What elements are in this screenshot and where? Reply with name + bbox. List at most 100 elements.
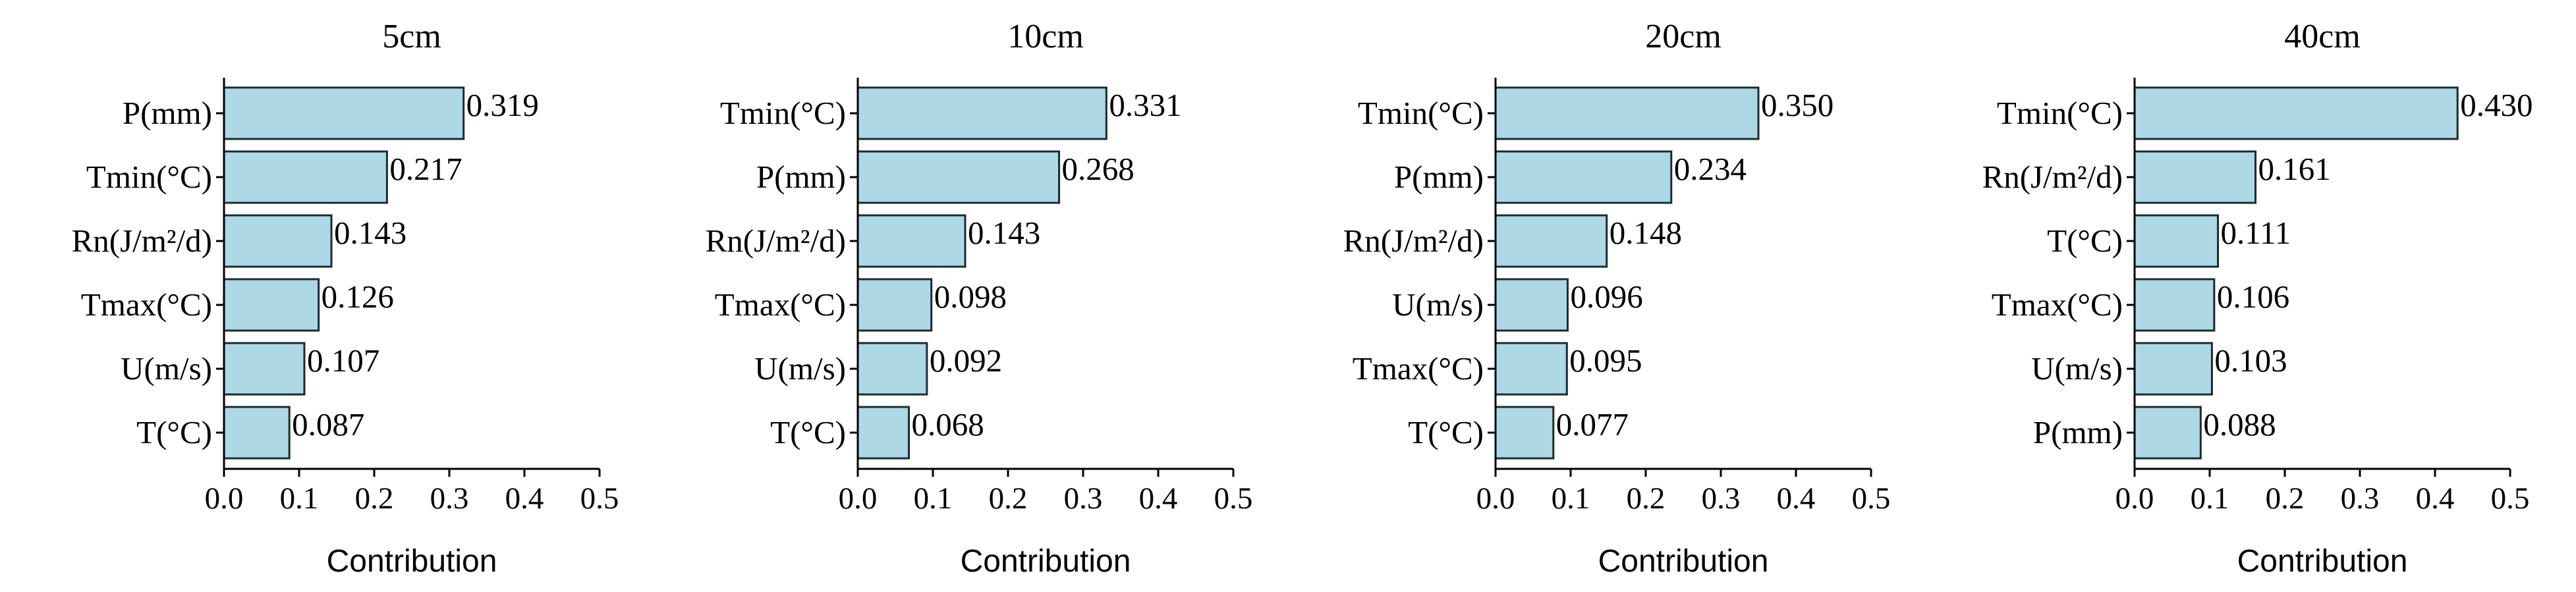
value-label: 0.068	[912, 406, 984, 443]
chart-panel-2: 20cm 0.350 Tmin(°C) 0.234 P(mm) 0.148 Rn(J/m²/…	[1343, 18, 1891, 579]
bar	[223, 86, 465, 140]
bar	[2133, 342, 2213, 396]
bar	[1494, 150, 1673, 204]
category-label: U(m/s)	[1392, 286, 1484, 323]
category-label: Tmax(°C)	[1992, 286, 2123, 323]
x-tick-label: 0.2	[2266, 481, 2305, 516]
x-tick-label: 0.4	[1777, 481, 1816, 516]
bar	[1494, 214, 1608, 268]
bar	[856, 150, 1061, 204]
value-label: 0.111	[2221, 215, 2291, 251]
x-tick-label: 0.5	[1214, 481, 1253, 516]
bar	[223, 214, 333, 268]
category-label: P(mm)	[1394, 159, 1484, 195]
category-label: U(m/s)	[2031, 350, 2123, 387]
value-label: 0.098	[934, 279, 1007, 315]
chart-title: 20cm	[1645, 18, 1722, 55]
chart-panel-1: 10cm 0.331 Tmin(°C) 0.268 P(mm) 0.143 Rn(J/m²/…	[706, 18, 1253, 579]
value-label: 0.217	[389, 151, 462, 187]
x-tick-label: 0.2	[989, 481, 1028, 516]
category-label: Rn(J/m²/d)	[72, 223, 212, 259]
category-label: U(m/s)	[121, 350, 212, 387]
x-tick-label: 0.2	[1627, 481, 1666, 516]
value-label: 0.161	[2258, 151, 2331, 187]
value-label: 0.096	[1570, 279, 1642, 315]
bar	[223, 342, 306, 396]
bar	[856, 406, 910, 460]
x-axis-label: Contribution	[2237, 544, 2408, 579]
value-label: 0.087	[292, 406, 364, 443]
value-label: 0.331	[1109, 87, 1181, 123]
bar	[1494, 406, 1555, 460]
value-label: 0.430	[2460, 87, 2533, 123]
x-tick-label: 0.3	[430, 481, 469, 516]
value-label: 0.143	[968, 215, 1040, 251]
category-label: Tmax(°C)	[1353, 350, 1484, 387]
bar	[856, 342, 928, 396]
x-tick-label: 0.5	[1852, 481, 1891, 516]
value-label: 0.092	[930, 342, 1002, 379]
category-label: Tmin(°C)	[1997, 95, 2123, 131]
x-tick-label: 0.3	[1702, 481, 1741, 516]
category-label: Tmin(°C)	[720, 95, 846, 131]
category-label: U(m/s)	[754, 350, 846, 387]
value-label: 0.077	[1556, 406, 1629, 443]
x-tick-label: 0.2	[355, 481, 394, 516]
x-tick-label: 0.3	[2341, 481, 2380, 516]
value-label: 0.143	[334, 215, 406, 251]
x-tick-label: 0.0	[1476, 481, 1515, 516]
x-tick-label: 0.0	[205, 481, 244, 516]
category-label: T(°C)	[136, 414, 212, 450]
value-label: 0.148	[1610, 215, 1682, 251]
category-label: T(°C)	[2047, 223, 2123, 259]
category-label: Tmin(°C)	[86, 159, 212, 195]
bar	[2133, 86, 2459, 140]
value-label: 0.095	[1569, 342, 1642, 379]
x-tick-label: 0.5	[580, 481, 619, 516]
bar	[223, 278, 320, 332]
value-label: 0.088	[2203, 406, 2276, 443]
x-tick-label: 0.3	[1064, 481, 1103, 516]
chart-panel-3: 40cm 0.430 Tmin(°C) 0.161 Rn(J/m²/d) 0.111 T(°…	[1982, 18, 2533, 579]
chart-title: 10cm	[1007, 18, 1084, 55]
bar	[223, 406, 291, 460]
x-axis-label: Contribution	[1598, 544, 1769, 579]
bar	[2133, 278, 2216, 332]
x-tick-label: 0.4	[505, 481, 544, 516]
x-axis-label: Contribution	[961, 544, 1131, 579]
value-label: 0.103	[2214, 342, 2287, 379]
bar	[2133, 406, 2202, 460]
bar	[856, 214, 966, 268]
bar	[856, 278, 933, 332]
bar	[1494, 278, 1569, 332]
x-tick-label: 0.0	[839, 481, 878, 516]
bar	[223, 150, 388, 204]
x-tick-label: 0.4	[2416, 481, 2455, 516]
category-label: T(°C)	[1408, 414, 1484, 450]
category-label: Tmax(°C)	[715, 286, 846, 323]
category-label: P(mm)	[2033, 414, 2123, 450]
bar	[2133, 214, 2220, 268]
category-label: Rn(J/m²/d)	[1343, 223, 1484, 259]
category-label: P(mm)	[123, 95, 212, 131]
value-label: 0.126	[322, 279, 394, 315]
category-label: Tmax(°C)	[81, 286, 212, 323]
x-tick-label: 0.5	[2491, 481, 2530, 516]
chart-panel-0: 5cm 0.319 P(mm) 0.217 Tmin(°C) 0.143 Rn(J/m²/d…	[72, 18, 619, 579]
value-label: 0.268	[1062, 151, 1134, 187]
chart-title: 40cm	[2284, 18, 2361, 55]
chart-title: 5cm	[382, 18, 441, 55]
category-label: P(mm)	[756, 159, 846, 195]
x-tick-label: 0.0	[2115, 481, 2154, 516]
x-tick-label: 0.1	[914, 481, 953, 516]
bar	[1494, 86, 1760, 140]
value-label: 0.319	[466, 87, 539, 123]
value-label: 0.107	[307, 342, 379, 379]
bar	[1494, 342, 1568, 396]
value-label: 0.234	[1674, 151, 1747, 187]
category-label: T(°C)	[770, 414, 846, 450]
value-label: 0.350	[1761, 87, 1834, 123]
x-axis-label: Contribution	[327, 544, 497, 579]
category-label: Rn(J/m²/d)	[706, 223, 846, 259]
